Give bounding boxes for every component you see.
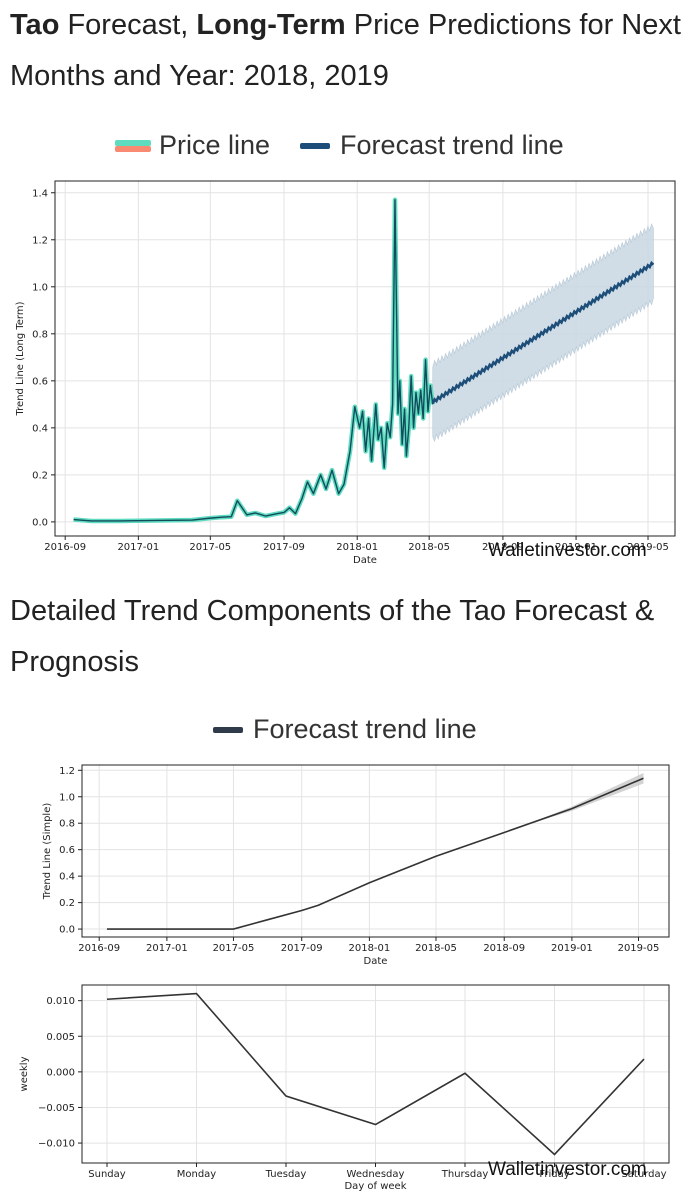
x-tick-label: Friday [539,1169,569,1180]
x-tick-label: 2018-01 [336,542,378,553]
x-tick-label: 2016-09 [78,943,120,954]
trend-confidence-band [439,772,644,856]
price-line [73,197,435,524]
trend-line [106,777,644,930]
y-tick-label: 0.2 [59,898,75,909]
price-swatch-icon [115,139,151,152]
legend-label-forecast: Forecast trend line [340,130,564,160]
y-tick-label: −0.005 [38,1103,75,1114]
x-tick-label: 2017-05 [213,943,255,954]
plot-frame [81,984,670,1164]
y-tick-label: 0.8 [32,329,48,340]
legend-item-trend: Forecast trend line [213,714,477,745]
x-tick-label: 2019-01 [555,542,597,553]
y-tick-label: 0.005 [46,1032,75,1043]
x-axis-label: Date [364,956,388,967]
trend-component-chart: 2016-09 2017-01 2017-05 2017-09 2018-01 2018-… [42,764,670,967]
legend-label-trend: Forecast trend line [253,714,477,744]
x-tick-label: 2018-05 [408,542,450,553]
section-title: Detailed Trend Components of the Tao For… [10,595,655,678]
x-tick-label: Thursday [441,1169,489,1180]
y-tick-label: 1.0 [59,792,75,803]
x-tick-label: 2017-09 [263,542,305,553]
legend-item-forecast: Forecast trend line [300,130,564,161]
x-tick-label: 2019-01 [551,943,593,954]
x-tick-label: 2019-05 [627,542,669,553]
price-forecast-chart: 2016-09 2017-01 2017-05 2017-09 2018-01 2018-… [15,180,676,566]
y-axis-label: Trend Line (Long Term) [15,301,26,416]
y-tick-label: −0.010 [38,1139,75,1150]
y-tick-label: 0.0 [59,925,75,936]
x-tick-label: 2017-09 [281,943,323,954]
page-title: Tao Forecast, Long-Term Price Prediction… [10,9,681,92]
y-tick-label: 1.0 [32,282,48,293]
y-tick-label: 1.4 [32,188,48,199]
price-line-core [73,199,434,522]
x-tick-label: 2019-05 [618,943,660,954]
watermark-logo: Walletinvestor.com [488,1159,647,1180]
legend-item-price: Price line [115,130,270,161]
x-axis-label: Date [353,555,377,566]
y-tick-label: 0.4 [59,872,75,883]
x-tick-label: Tuesday [265,1169,307,1180]
y-tick-label: 0.2 [32,470,48,481]
x-tick-label: 2018-09 [482,542,524,553]
y-axis-label: Trend Line (Simple) [42,803,53,901]
x-tick-label: 2018-09 [483,943,525,954]
x-tick-label: 2017-01 [146,943,188,954]
weekly-line [106,992,645,1156]
x-tick-label: Saturday [621,1169,666,1180]
weekly-component-chart: Sunday Monday Tuesday Wednesday Thursday Frid… [19,984,670,1192]
y-tick-label: 0.0 [32,517,48,528]
x-tick-label: Sunday [88,1169,125,1180]
x-tick-label: Monday [177,1169,217,1180]
plot-frame [81,764,670,938]
y-tick-label: 0.8 [59,819,75,830]
watermark-logo: Walletinvestor.com [488,540,647,561]
trend-swatch-icon [213,726,243,733]
x-tick-label: 2017-05 [189,542,231,553]
y-tick-label: 0.6 [32,376,48,387]
x-tick-label: Wednesday [347,1169,405,1180]
x-tick-label: 2016-09 [44,542,86,553]
plot-frame [54,180,676,537]
chart2-legend: Forecast trend line [213,714,507,745]
x-tick-label: 2017-01 [117,542,159,553]
y-tick-label: 0.000 [46,1067,75,1078]
y-tick-label: 0.6 [59,845,75,856]
y-axis-label: weekly [19,1056,30,1091]
forecast-trend-line [431,260,655,404]
forecast-swatch-icon [300,142,331,149]
x-tick-label: 2018-05 [415,943,457,954]
y-tick-label: 0.010 [46,996,75,1007]
x-tick-label: 2018-01 [348,943,390,954]
y-tick-label: 1.2 [59,766,75,777]
y-tick-label: 1.2 [32,235,48,246]
chart1-legend: Price line Forecast trend line [115,130,594,161]
y-tick-label: 0.4 [32,423,48,434]
legend-label-price: Price line [159,130,271,160]
x-axis-label: Day of week [344,1181,406,1192]
